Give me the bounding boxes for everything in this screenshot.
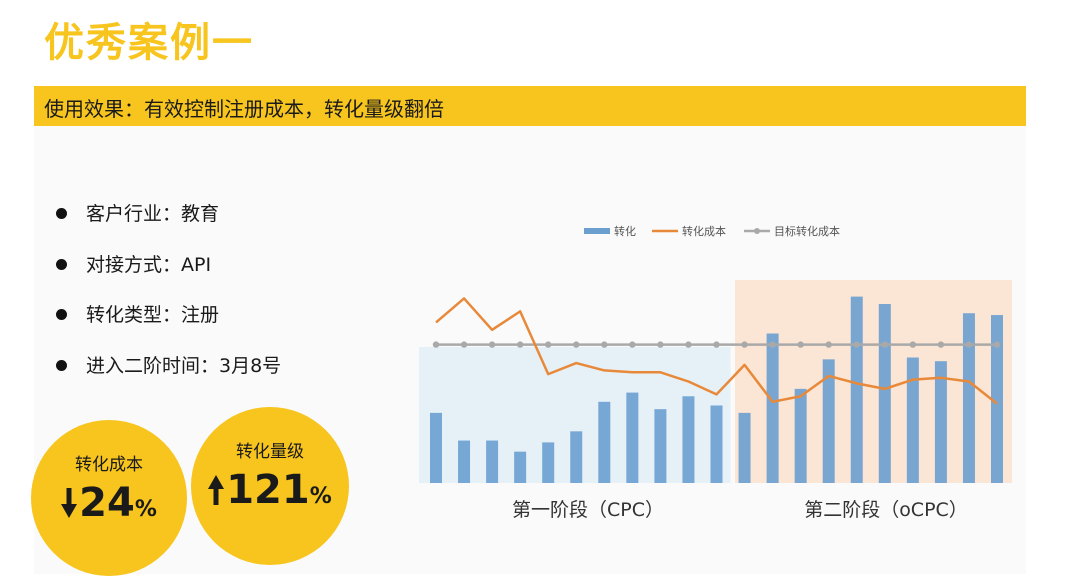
- point-target-cost: [545, 341, 552, 348]
- point-target-cost: [432, 341, 440, 348]
- arrow-up-icon: [208, 475, 225, 505]
- point-target-cost: [713, 341, 720, 348]
- bar-conversion: [486, 440, 499, 483]
- point-target-cost: [797, 341, 804, 348]
- cost-stat-value: 24%: [31, 480, 187, 526]
- bullet-dot-icon: [56, 309, 67, 320]
- volume-stat-label: 转化量级: [236, 442, 304, 462]
- bar-conversion: [934, 361, 947, 483]
- point-target-cost: [853, 341, 860, 348]
- list-item: 转化类型：注册: [56, 297, 281, 348]
- bullet-dot-icon: [56, 258, 67, 270]
- bullet-dot-icon: [56, 208, 67, 219]
- bar-conversion: [991, 315, 1003, 483]
- bar-conversion: [542, 442, 555, 483]
- bar-conversion: [710, 405, 723, 483]
- case-info-list: 客户行业：教育 对接方式：API 转化类型：注册 进入二阶时间：3月8号: [56, 196, 281, 398]
- bullet-text: 转化类型：注册: [86, 304, 220, 326]
- point-target-cost: [881, 341, 888, 348]
- bullet-dot-icon: [56, 359, 67, 371]
- stage-label: 第一阶段（CPC）: [512, 499, 664, 521]
- cost-stat-unit: %: [134, 497, 157, 522]
- point-target-cost: [488, 341, 496, 348]
- bar-conversion: [458, 440, 471, 483]
- bar-conversion: [514, 451, 527, 483]
- bar-conversion: [738, 412, 751, 483]
- point-target-cost: [769, 341, 776, 348]
- legend-label: 目标转化成本: [774, 224, 840, 238]
- list-item: 客户行业：教育: [56, 196, 281, 247]
- volume-stat-circle: 转化量级 121%: [191, 407, 349, 565]
- point-target-cost: [629, 341, 636, 348]
- bullet-text: 对接方式：API: [86, 253, 212, 276]
- summary-banner: 使用效果：有效控制注册成本，转化量级翻倍: [34, 86, 1026, 126]
- legend-label: 转化: [614, 224, 636, 238]
- bar-conversion: [430, 412, 442, 483]
- bullet-text: 进入二阶时间：3月8号: [86, 354, 282, 377]
- bar-conversion: [794, 388, 807, 483]
- list-item: 对接方式：API: [56, 247, 281, 298]
- bullet-text: 客户行业：教育: [86, 203, 220, 225]
- point-target-cost: [573, 341, 580, 348]
- stage-label: 第二阶段（oCPC）: [804, 499, 968, 521]
- list-item: 进入二阶时间：3月8号: [56, 348, 281, 399]
- bar-conversion: [598, 401, 611, 483]
- point-target-cost: [965, 341, 973, 348]
- bar-conversion: [850, 296, 863, 483]
- volume-stat-number: 121: [226, 467, 310, 513]
- bar-conversion: [822, 359, 835, 483]
- cost-stat-circle: 转化成本 24%: [31, 420, 187, 576]
- legend-swatch-bar: [584, 228, 610, 234]
- page-title: 优秀案例一: [44, 20, 254, 66]
- bar-conversion: [962, 313, 975, 483]
- point-target-cost: [741, 341, 748, 348]
- arrow-down-icon: [61, 488, 78, 518]
- bar-conversion: [570, 431, 583, 483]
- volume-stat-unit: %: [309, 484, 332, 509]
- point-target-cost: [993, 341, 1001, 348]
- point-target-cost: [685, 341, 692, 348]
- cost-stat-label: 转化成本: [75, 455, 143, 475]
- cost-stat-number: 24: [79, 480, 135, 526]
- bar-conversion: [626, 392, 639, 483]
- bar-conversion: [878, 303, 891, 483]
- bar-conversion: [654, 409, 667, 483]
- legend-label: 转化成本: [682, 224, 726, 238]
- bar-conversion: [682, 396, 695, 483]
- point-target-cost: [657, 341, 664, 348]
- point-target-cost: [516, 341, 524, 348]
- legend-swatch-target-dot: [754, 228, 760, 234]
- point-target-cost: [909, 341, 917, 348]
- point-target-cost: [601, 341, 608, 348]
- volume-stat-value: 121%: [191, 467, 349, 513]
- summary-banner-text: 使用效果：有效控制注册成本，转化量级翻倍: [44, 97, 444, 121]
- point-target-cost: [825, 341, 832, 348]
- line-conversion-cost: [435, 297, 998, 405]
- bar-conversion: [906, 357, 919, 483]
- point-target-cost: [937, 341, 945, 348]
- bar-conversion: [766, 333, 779, 483]
- point-target-cost: [460, 341, 468, 348]
